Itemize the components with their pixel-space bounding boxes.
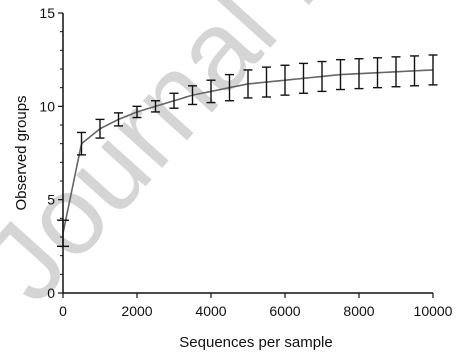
error-bar	[299, 62, 308, 94]
error-bar	[206, 79, 216, 104]
y-tick-label: 0	[47, 285, 55, 301]
x-tick-label: 10000	[414, 303, 453, 319]
error-bar	[151, 100, 160, 113]
error-bar	[95, 118, 105, 139]
axes: 0 2000 4000 6000 8000 10000 0 5 10 15 Sequences pe…	[13, 5, 453, 351]
error-bar	[262, 66, 271, 98]
watermark-layer: Journal Pre-proof	[0, 0, 459, 324]
x-axis-label: Sequences per sample	[179, 334, 332, 351]
error-bar	[428, 54, 438, 86]
x-tick-label: 6000	[269, 303, 300, 319]
error-bar	[77, 131, 86, 156]
error-bar	[169, 92, 179, 109]
y-tick-label: 10	[39, 98, 55, 114]
error-bar	[373, 57, 382, 89]
error-bar	[410, 55, 419, 87]
x-tick-label: 2000	[121, 303, 152, 319]
series-layer	[62, 69, 434, 234]
y-tick-label: 5	[47, 192, 55, 208]
error-bar	[336, 58, 345, 91]
error-bar	[354, 58, 364, 90]
x-tick-label: 4000	[195, 303, 226, 319]
y-axis-label: Observed groups	[13, 95, 30, 210]
series-line	[62, 69, 434, 234]
error-bar	[243, 69, 253, 99]
error-bar	[188, 85, 197, 106]
error-bar	[317, 60, 327, 93]
x-tick-label: 8000	[343, 303, 374, 319]
error-bar-layer	[57, 54, 438, 248]
watermark: Journal Pre-proof	[0, 0, 459, 324]
error-bar	[114, 112, 123, 127]
error-bar	[132, 105, 142, 119]
error-bar	[57, 219, 69, 248]
y-tick-label: 15	[39, 5, 55, 21]
error-bar	[391, 56, 401, 88]
x-tick-label: 0	[59, 303, 67, 319]
error-bar	[280, 64, 290, 96]
error-bar	[225, 73, 234, 102]
